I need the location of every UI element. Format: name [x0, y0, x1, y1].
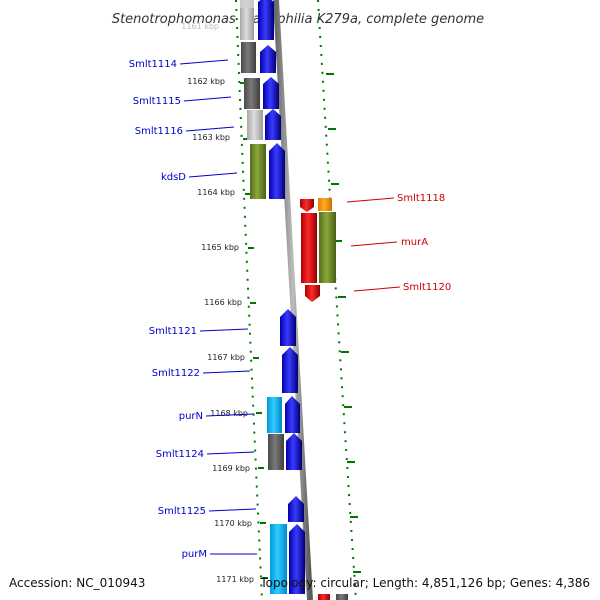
gene-label-smlt1116[interactable]: Smlt1116	[135, 126, 183, 137]
gene-purm[interactable]	[270, 524, 305, 594]
kbp-label: 1168 kbp	[210, 409, 248, 418]
gene-label-purm[interactable]: purM	[182, 549, 207, 560]
gene-mura[interactable]	[301, 212, 336, 283]
gene-smlt1124[interactable]	[268, 433, 302, 470]
kbp-label: 1170 kbp	[214, 519, 252, 528]
kbp-tick-labels: 1161 kbp 1162 kbp 1163 kbp 1164 kbp 1165…	[181, 22, 254, 584]
gene-kdsd[interactable]	[250, 143, 285, 199]
outer-ring-ticks	[240, 82, 268, 579]
inner-ring-ticks	[326, 73, 361, 573]
gene-smlt1121[interactable]	[280, 309, 296, 346]
gene-label-smlt1115[interactable]: Smlt1115	[133, 96, 181, 107]
gene-label-mura[interactable]: murA	[401, 237, 428, 248]
genome-backbone	[273, 0, 313, 600]
topology-text: Topology: circular; Length: 4,851,126 bp…	[259, 576, 590, 590]
gene-smlt1122[interactable]	[282, 347, 298, 393]
kbp-label: 1164 kbp	[197, 188, 235, 197]
gene-label-smlt1118[interactable]: Smlt1118	[397, 193, 445, 204]
gene-label-smlt1121[interactable]: Smlt1121	[149, 326, 197, 337]
cog-fragment	[336, 594, 348, 600]
map-title: Stenotrophomonas maltophilia K279a, comp…	[112, 12, 484, 27]
gene-label-purn[interactable]: purN	[179, 411, 203, 422]
kbp-label: 1167 kbp	[207, 353, 245, 362]
kbp-label: 1169 kbp	[212, 464, 250, 473]
kbp-label: 1171 kbp	[216, 575, 254, 584]
reverse-gene-fragment	[318, 594, 330, 600]
accession-text: Accession: NC_010943	[9, 576, 145, 590]
gene-label-smlt1124[interactable]: Smlt1124	[156, 449, 204, 460]
gene-smlt1120[interactable]	[305, 285, 320, 302]
dotted-ring-inner	[317, 0, 357, 600]
gene-block-top[interactable]	[240, 0, 274, 40]
left-gene-labels: Smlt1114 Smlt1115 Smlt1116 kdsD Smlt1121…	[129, 59, 257, 560]
kbp-label: 1161 kbp	[181, 22, 219, 31]
kbp-label: 1166 kbp	[204, 298, 242, 307]
gene-smlt1125[interactable]	[288, 496, 304, 522]
gene-smlt1114[interactable]	[241, 42, 276, 73]
gene-label-smlt1114[interactable]: Smlt1114	[129, 59, 177, 70]
gene-label-smlt1125[interactable]: Smlt1125	[158, 506, 206, 517]
gene-smlt1118[interactable]	[300, 198, 332, 212]
kbp-label: 1165 kbp	[201, 243, 239, 252]
gene-smlt1115[interactable]	[244, 77, 279, 109]
kbp-label: 1163 kbp	[192, 133, 230, 142]
gene-smlt1116[interactable]	[247, 109, 281, 140]
gene-purn[interactable]	[267, 396, 300, 433]
gene-label-smlt1120[interactable]: Smlt1120	[403, 282, 451, 293]
kbp-label: 1162 kbp	[187, 77, 225, 86]
right-gene-labels: Smlt1118 murA Smlt1120	[346, 193, 451, 293]
gene-label-kdsd[interactable]: kdsD	[161, 172, 186, 183]
gene-label-smlt1122[interactable]: Smlt1122	[152, 368, 200, 379]
